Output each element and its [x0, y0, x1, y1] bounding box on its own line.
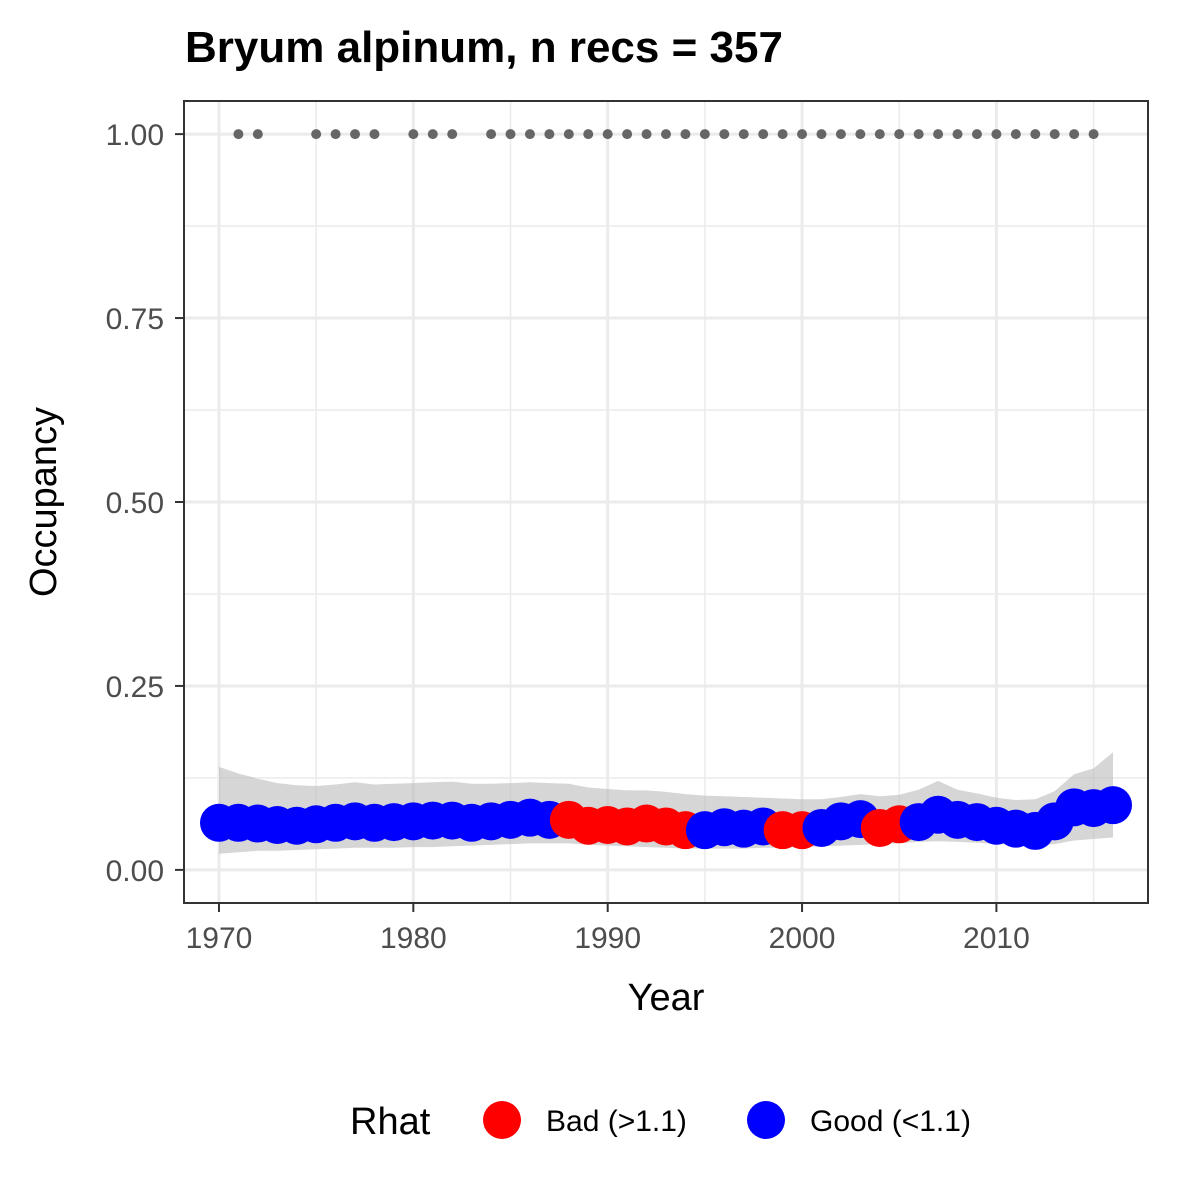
recording-year-point	[991, 129, 1002, 140]
recording-year-point	[641, 129, 652, 140]
recording-year-point	[933, 129, 944, 140]
recording-year-point	[777, 129, 788, 140]
recording-year-point	[855, 129, 866, 140]
recording-year-point	[602, 129, 613, 140]
legend-label-good: Good (<1.1)	[810, 1105, 971, 1138]
recording-year-point	[330, 129, 341, 140]
x-axis-title: Year	[628, 977, 705, 1019]
recording-year-point	[369, 129, 380, 140]
y-tick-label: 0.50	[106, 487, 164, 520]
recording-year-point	[661, 129, 671, 140]
x-tick-label: 2010	[963, 922, 1030, 955]
occupancy-points	[199, 786, 1133, 850]
recording-year-point	[233, 129, 244, 140]
recording-year-point	[835, 129, 846, 140]
x-tick-label: 1970	[186, 922, 253, 955]
recording-year-point	[874, 129, 885, 140]
recording-year-point	[311, 129, 322, 140]
recording-year-point	[816, 129, 827, 140]
recording-year-point	[1049, 129, 1060, 140]
y-tick-label: 1.00	[106, 119, 164, 152]
recording-year-point	[486, 129, 497, 140]
recording-year-point	[894, 129, 905, 140]
recording-year-point	[680, 129, 691, 140]
y-axis-title: Occupancy	[23, 407, 65, 597]
legend-swatch-good	[747, 1101, 785, 1139]
recording-year-point	[544, 129, 555, 140]
recording-year-point	[1088, 129, 1099, 140]
recording-year-point	[408, 129, 419, 140]
recording-year-point	[913, 129, 924, 140]
recording-year-point	[350, 129, 361, 140]
y-tick-label: 0.75	[106, 303, 164, 336]
recording-year-point	[719, 129, 730, 140]
recording-year-point	[447, 129, 458, 140]
legend-label-bad: Bad (>1.1)	[546, 1105, 687, 1138]
recording-year-point	[583, 129, 594, 140]
axes: 0.00 0.25 0.50 0.75 1.00 1970 1980 1990 2000 2010	[106, 119, 1030, 955]
legend-title: Rhat	[350, 1101, 431, 1143]
recording-year-point	[505, 129, 516, 140]
x-tick-label: 1980	[380, 922, 447, 955]
recording-year-point	[1010, 129, 1021, 140]
x-tick-label: 2000	[769, 922, 836, 955]
occupancy-point	[1094, 786, 1133, 825]
recording-year-point	[1030, 129, 1041, 140]
y-tick-label: 0.25	[106, 671, 164, 704]
recording-year-point	[563, 129, 574, 140]
legend-swatch-bad	[483, 1101, 521, 1139]
recording-year-point	[758, 129, 769, 140]
recording-year-point	[952, 129, 963, 140]
recording-year-point	[1069, 129, 1080, 140]
x-tick-label: 1990	[574, 922, 641, 955]
recording-year-point	[971, 129, 982, 140]
chart-title: Bryum alpinum, n recs = 357	[185, 23, 783, 72]
grid	[184, 101, 1148, 903]
y-tick-label: 0.00	[106, 855, 164, 888]
recording-year-point	[797, 129, 808, 140]
recording-year-point	[738, 129, 749, 140]
recording-year-point	[252, 129, 263, 140]
legend: Rhat Bad (>1.1) Good (<1.1)	[350, 1101, 971, 1143]
recording-year-point	[699, 129, 710, 140]
recording-year-point	[524, 129, 535, 140]
recording-years-markers	[233, 129, 1099, 140]
recording-year-point	[622, 129, 633, 140]
recording-year-point	[427, 129, 438, 140]
